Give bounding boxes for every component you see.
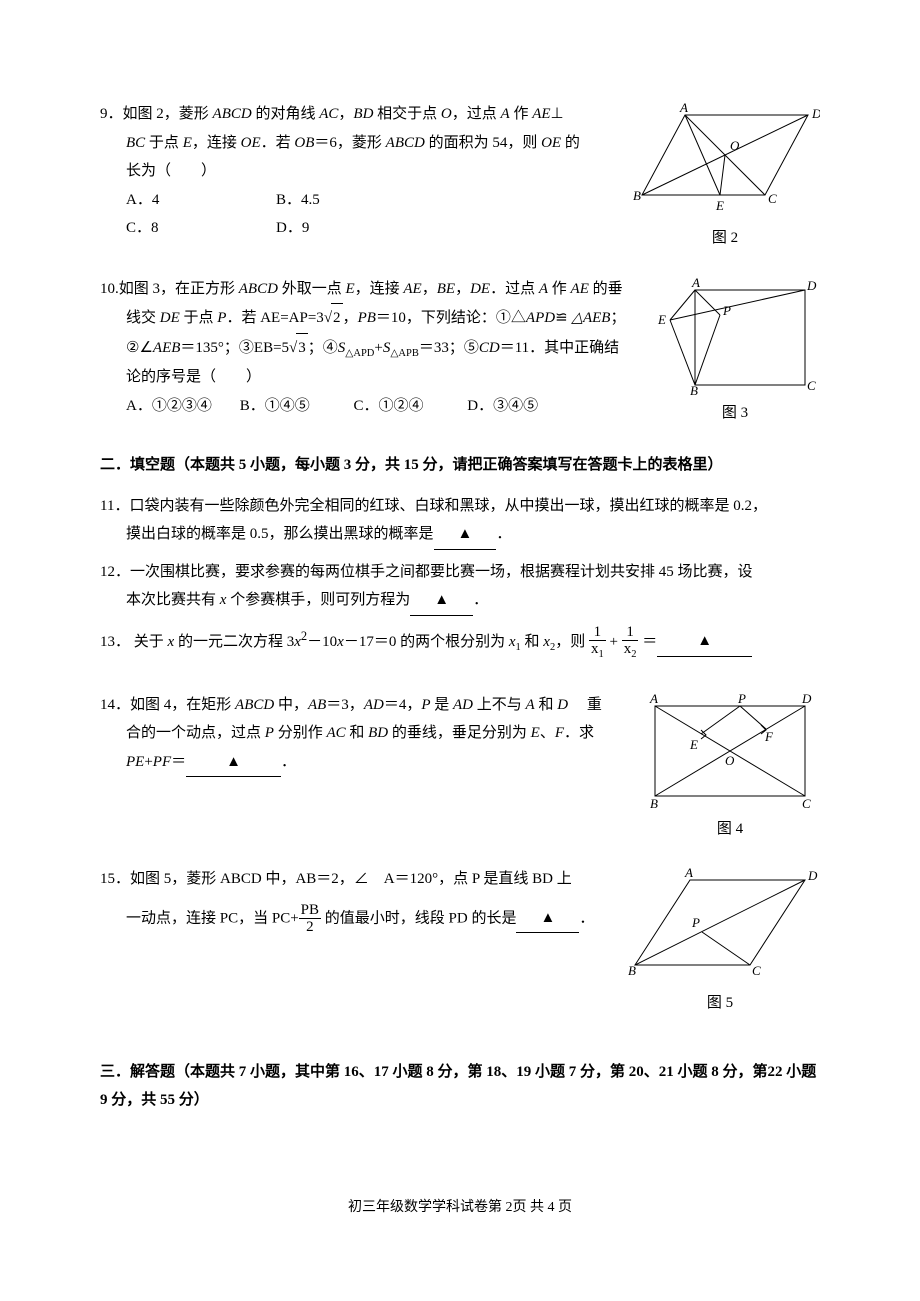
figure-2-caption: 图 2	[630, 224, 820, 253]
q10-optD: D．③④⑤	[467, 392, 577, 421]
q9-optB: B．4.5	[276, 186, 426, 215]
svg-text:A: A	[649, 691, 658, 706]
figure-3: A D B C E P 图 3	[650, 275, 820, 428]
question-12: 12．一次围棋比赛，要求参赛的每两位棋手之间都要比赛一场，根据赛程计划共安排 4…	[100, 558, 820, 616]
q10-optA: A．①②③④	[126, 392, 236, 421]
question-9: 9．如图 2，菱形 ABCD 的对角线 AC，BD 相交于点 O，过点 A 作 …	[100, 100, 820, 253]
svg-text:E: E	[689, 737, 698, 752]
svg-text:P: P	[722, 303, 731, 318]
figure-5-caption: 图 5	[620, 989, 820, 1018]
figure-5: A D B C P 图 5	[620, 865, 820, 1018]
figure-4: A D B C P E F O 图 4	[640, 691, 820, 844]
svg-text:O: O	[725, 753, 735, 768]
figure-3-caption: 图 3	[650, 399, 820, 428]
q15-blank: ▲	[516, 904, 579, 934]
section-3-title: 三．解答题（本题共 7 小题，其中第 16、17 小题 8 分，第 18、19 …	[100, 1058, 820, 1115]
svg-text:P: P	[737, 691, 746, 706]
question-14: 14．如图 4，在矩形 ABCD 中，AB＝3，AD＝4，P 是 AD 上不与 …	[100, 691, 820, 844]
svg-text:C: C	[752, 963, 761, 978]
q9-optA: A．4	[126, 186, 276, 215]
figure-2: A D B C E O 图 2	[630, 100, 820, 253]
svg-text:P: P	[691, 915, 700, 930]
q13-blank: ▲	[657, 627, 752, 657]
svg-text:E: E	[715, 198, 724, 213]
svg-text:E: E	[657, 312, 666, 327]
section-2-title: 二．填空题（本题共 5 小题，每小题 3 分，共 15 分，请把正确答案填写在答…	[100, 451, 820, 480]
svg-text:A: A	[679, 100, 688, 115]
svg-text:A: A	[691, 275, 700, 290]
q10-label: 10.	[100, 281, 119, 297]
question-10: 10.如图 3，在正方形 ABCD 外取一点 E，连接 AE，BE，DE．过点 …	[100, 275, 820, 428]
q14-blank: ▲	[186, 748, 281, 778]
svg-text:F: F	[764, 729, 774, 744]
svg-text:B: B	[628, 963, 636, 978]
page-footer: 初三年级数学学科试卷第 2页 共 4 页	[100, 1195, 820, 1222]
q10-options: A．①②③④ B．①④⑤ C．①②④ D．③④⑤	[100, 392, 630, 421]
svg-text:D: D	[801, 691, 812, 706]
figure-4-caption: 图 4	[640, 815, 820, 844]
q10-optC: C．①②④	[354, 392, 464, 421]
q10-optB: B．①④⑤	[240, 392, 350, 421]
svg-text:O: O	[730, 138, 740, 153]
svg-text:B: B	[633, 188, 641, 203]
q11-label: 11．	[100, 498, 129, 514]
svg-text:C: C	[807, 378, 816, 393]
svg-text:C: C	[768, 191, 777, 206]
q14-label: 14．	[100, 697, 130, 713]
svg-text:D: D	[807, 868, 818, 883]
q9-optC: C．8	[126, 214, 276, 243]
q9-text: 9．如图 2，菱形 ABCD 的对角线 AC，BD 相交于点 O，过点 A 作 …	[100, 100, 610, 243]
question-13: 13． 关于 x 的一元二次方程 3x2－10x－17＝0 的两个根分别为 x1…	[100, 624, 820, 661]
q12-blank: ▲	[410, 586, 473, 616]
q9-options: A．4B．4.5 C．8D．9	[100, 186, 610, 243]
svg-text:D: D	[806, 278, 817, 293]
svg-text:B: B	[650, 796, 658, 811]
q9-label: 9．	[100, 106, 123, 122]
q11-blank: ▲	[434, 520, 497, 550]
q10-text: 10.如图 3，在正方形 ABCD 外取一点 E，连接 AE，BE，DE．过点 …	[100, 275, 630, 421]
q9-optD: D．9	[276, 214, 426, 243]
q12-label: 12．	[100, 564, 130, 580]
svg-text:A: A	[684, 865, 693, 880]
svg-text:D: D	[811, 106, 820, 121]
q13-label: 13．	[100, 633, 130, 649]
q15-label: 15．	[100, 871, 130, 887]
svg-text:B: B	[690, 383, 698, 395]
question-11: 11．口袋内装有一些除颜色外完全相同的红球、白球和黑球，从中摸出一球，摸出红球的…	[100, 492, 820, 550]
question-15: 15．如图 5，菱形 ABCD 中，AB＝2，∠ A＝120°，点 P 是直线 …	[100, 865, 820, 1018]
svg-text:C: C	[802, 796, 811, 811]
